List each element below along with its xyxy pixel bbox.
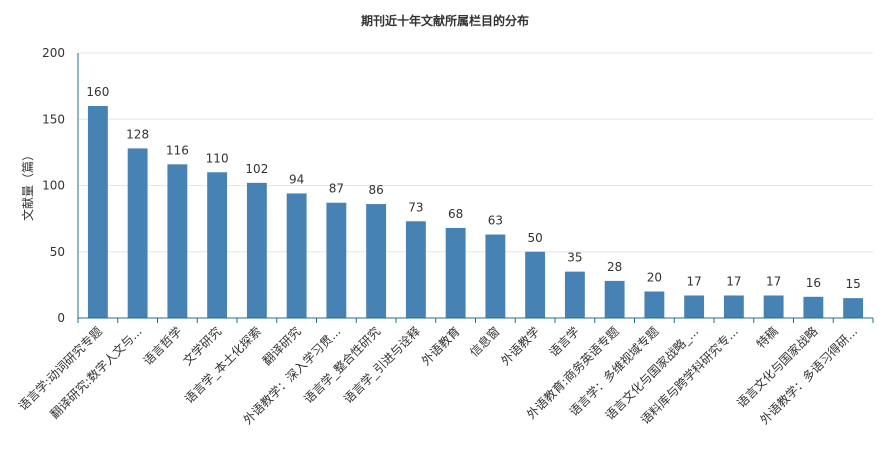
data-label: 68 bbox=[448, 207, 463, 221]
data-label: 35 bbox=[567, 251, 582, 265]
x-tick-label: 特稿 bbox=[753, 324, 781, 352]
data-label: 73 bbox=[408, 200, 423, 214]
y-tick-label: 100 bbox=[42, 179, 65, 193]
data-label: 20 bbox=[647, 271, 662, 285]
x-tick-label: 语言学 bbox=[546, 324, 582, 360]
data-label: 94 bbox=[289, 172, 304, 186]
x-tick-label: 外语教学 bbox=[498, 324, 543, 369]
x-tick-labels: 语言学:动词研究专题翻译研究:数字人文与...语言哲学文学研究语言学_本土化探索… bbox=[15, 324, 860, 428]
y-axis-label: 文献量（篇） bbox=[20, 149, 35, 221]
x-tick-label: 语言哲学 bbox=[140, 324, 185, 369]
bar bbox=[246, 182, 267, 318]
bar bbox=[87, 106, 108, 318]
data-label: 17 bbox=[726, 274, 741, 288]
data-label: 87 bbox=[329, 182, 344, 196]
bar bbox=[326, 202, 347, 318]
data-label: 128 bbox=[126, 127, 149, 141]
bar bbox=[684, 295, 705, 318]
axes bbox=[77, 53, 874, 323]
y-tick-label: 200 bbox=[42, 46, 65, 60]
bar bbox=[525, 251, 546, 318]
data-label: 16 bbox=[806, 276, 821, 290]
x-tick-label: 外语教育 bbox=[418, 324, 463, 369]
bar bbox=[723, 295, 744, 318]
bars bbox=[87, 106, 864, 318]
data-label: 116 bbox=[166, 143, 189, 157]
data-labels: 160 128 116 110 102 94 87 86 73 68 63 50 35 28 20 17 17 1… bbox=[86, 85, 860, 291]
bar bbox=[803, 296, 824, 318]
y-tick-labels: 0 50 100 150 200 bbox=[42, 46, 65, 325]
bar bbox=[445, 227, 466, 318]
bar bbox=[485, 234, 506, 318]
bar bbox=[127, 148, 148, 318]
bar bbox=[564, 271, 585, 318]
data-label: 17 bbox=[686, 274, 701, 288]
y-tick-label: 0 bbox=[57, 311, 65, 325]
data-label: 15 bbox=[845, 277, 860, 291]
data-label: 110 bbox=[206, 151, 229, 165]
x-tick-label: 语言学_引进与诠释 bbox=[340, 324, 423, 407]
data-label: 86 bbox=[368, 183, 383, 197]
y-tick-label: 150 bbox=[42, 112, 65, 126]
x-tick-label: 信息窗 bbox=[466, 324, 502, 360]
bar bbox=[604, 280, 625, 318]
x-tick-label: 语言学_本土化探索 bbox=[181, 324, 264, 407]
bar bbox=[366, 204, 387, 318]
chart-title: 期刊近十年文献所属栏目的分布 bbox=[361, 13, 529, 28]
bar bbox=[843, 298, 864, 318]
bar bbox=[167, 164, 188, 318]
bar bbox=[405, 221, 426, 318]
data-label: 63 bbox=[488, 214, 503, 228]
bar bbox=[286, 193, 307, 318]
y-tick-label: 50 bbox=[50, 245, 65, 259]
x-tick-label: 语言学_整合性研究 bbox=[301, 324, 384, 407]
data-label: 50 bbox=[527, 231, 542, 245]
bar bbox=[207, 172, 228, 318]
data-label: 28 bbox=[607, 260, 622, 274]
gridlines bbox=[78, 52, 873, 253]
data-label: 160 bbox=[86, 85, 109, 99]
bar bbox=[763, 295, 784, 318]
data-label: 17 bbox=[766, 274, 781, 288]
bar bbox=[644, 291, 665, 318]
data-label: 102 bbox=[245, 162, 268, 176]
